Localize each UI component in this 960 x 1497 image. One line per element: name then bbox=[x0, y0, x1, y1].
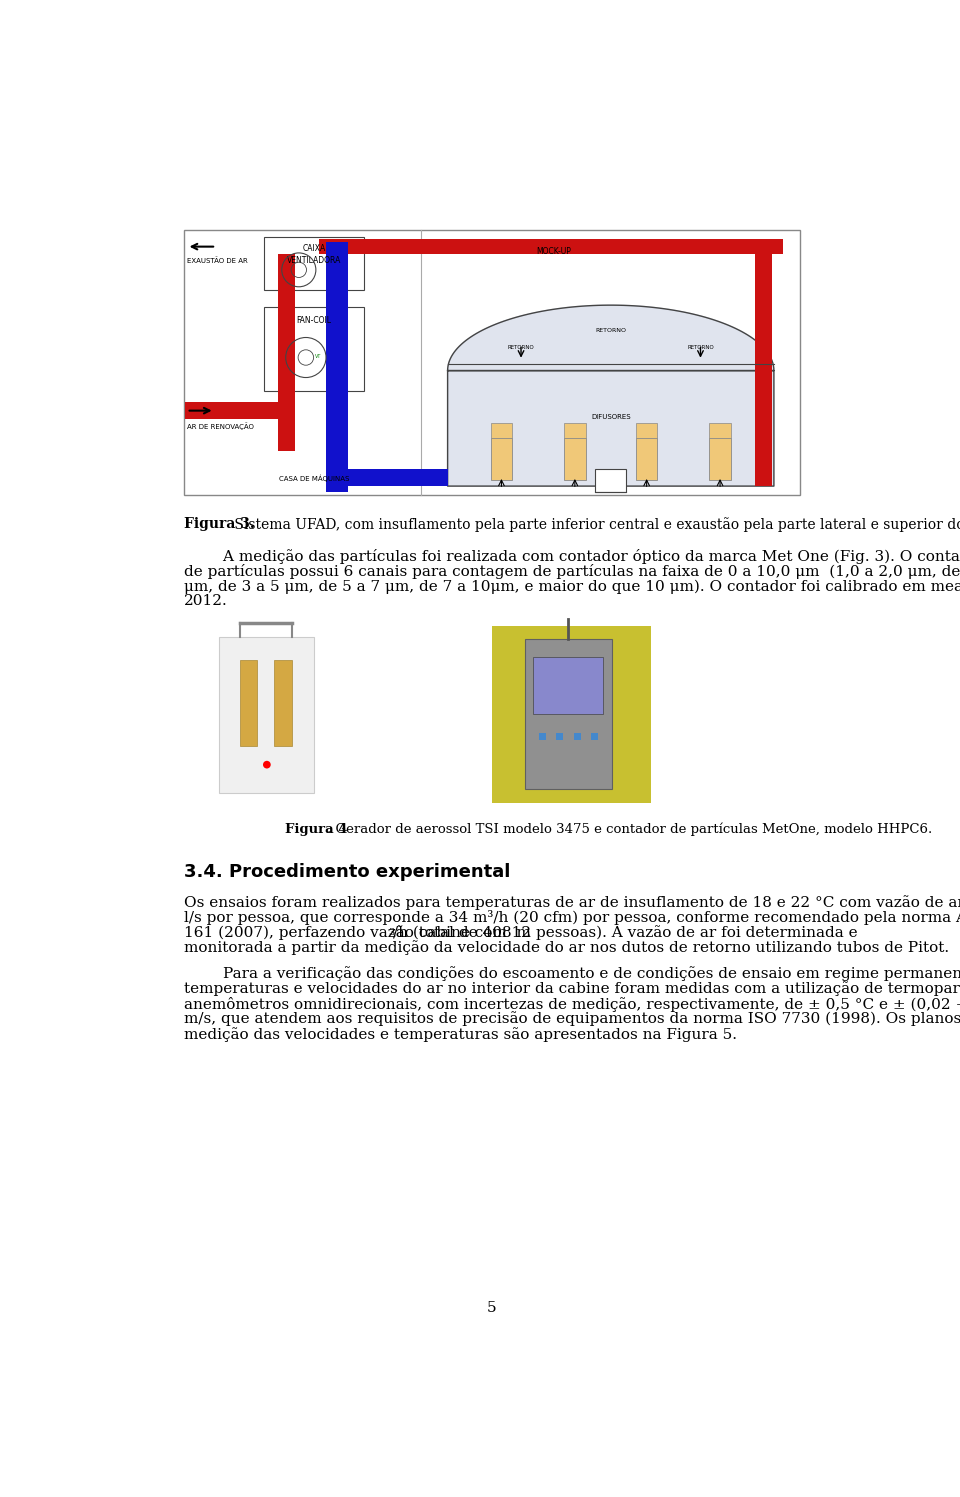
Bar bbox=[491, 422, 513, 437]
Bar bbox=[534, 657, 603, 714]
Text: AR DE RENOVAÇÃO: AR DE RENOVAÇÃO bbox=[187, 422, 254, 430]
Text: Os ensaios foram realizados para temperaturas de ar de insuflamento de 18 e 22 °: Os ensaios foram realizados para tempera… bbox=[183, 895, 960, 910]
Bar bbox=[591, 734, 598, 740]
Bar bbox=[275, 660, 292, 746]
Text: 5: 5 bbox=[487, 1301, 497, 1314]
Text: 2012.: 2012. bbox=[183, 594, 228, 608]
Bar bbox=[524, 639, 612, 789]
Bar bbox=[557, 734, 564, 740]
Text: RETORNO: RETORNO bbox=[508, 344, 535, 350]
Text: RETORNO: RETORNO bbox=[687, 344, 714, 350]
Text: Figura 4: Figura 4 bbox=[285, 822, 348, 835]
Bar bbox=[240, 660, 257, 746]
Bar bbox=[277, 254, 295, 451]
Text: /h (cabine com 12 pessoas). A vazão de ar foi determinada e: /h (cabine com 12 pessoas). A vazão de a… bbox=[393, 925, 857, 940]
Bar bbox=[183, 229, 801, 496]
Bar bbox=[185, 403, 277, 419]
Bar bbox=[636, 437, 658, 481]
Bar bbox=[564, 437, 586, 481]
Bar bbox=[709, 422, 731, 437]
Bar bbox=[595, 469, 626, 493]
Text: CASA DE MÁQUINAS: CASA DE MÁQUINAS bbox=[278, 475, 349, 482]
Text: RETORNO: RETORNO bbox=[595, 328, 626, 332]
Bar bbox=[756, 254, 773, 487]
Bar bbox=[539, 734, 546, 740]
Bar bbox=[564, 422, 586, 437]
Text: MOCK-UP: MOCK-UP bbox=[537, 247, 571, 256]
Text: l/s por pessoa, que corresponde a 34 m³/h (20 cfm) por pessoa, conforme recomend: l/s por pessoa, que corresponde a 34 m³/… bbox=[183, 910, 960, 925]
Text: medição das velocidades e temperaturas são apresentados na Figura 5.: medição das velocidades e temperaturas s… bbox=[183, 1027, 736, 1042]
Text: Sistema UFAD, com insuflamento pela parte inferior central e exaustão pela parte: Sistema UFAD, com insuflamento pela part… bbox=[230, 516, 960, 531]
Bar bbox=[348, 469, 447, 487]
Bar bbox=[492, 626, 651, 804]
Text: Figura 3.: Figura 3. bbox=[183, 516, 254, 531]
Circle shape bbox=[263, 760, 271, 768]
Text: 3.4. Procedimento experimental: 3.4. Procedimento experimental bbox=[183, 862, 510, 880]
Bar bbox=[220, 636, 314, 793]
Bar bbox=[491, 437, 513, 481]
Text: VT: VT bbox=[315, 353, 322, 358]
Bar bbox=[574, 734, 581, 740]
Text: de partículas possui 6 canais para contagem de partículas na faixa de 0 a 10,0 μ: de partículas possui 6 canais para conta… bbox=[183, 564, 960, 579]
Text: DIFUSORES: DIFUSORES bbox=[591, 413, 631, 419]
Text: temperaturas e velocidades do ar no interior da cabine foram medidas com a utili: temperaturas e velocidades do ar no inte… bbox=[183, 982, 960, 997]
Bar bbox=[199, 626, 335, 804]
Text: FAN-COIL: FAN-COIL bbox=[297, 316, 331, 325]
Bar bbox=[264, 238, 364, 290]
Text: monitorada a partir da medição da velocidade do ar nos dutos de retorno utilizan: monitorada a partir da medição da veloci… bbox=[183, 940, 948, 955]
Bar bbox=[264, 307, 364, 391]
Text: . Gerador de aerossol TSI modelo 3475 e contador de partículas MetOne, modelo HH: . Gerador de aerossol TSI modelo 3475 e … bbox=[326, 822, 932, 837]
Bar bbox=[319, 240, 783, 254]
Text: μm, de 3 a 5 μm, de 5 a 7 μm, de 7 a 10μm, e maior do que 10 μm). O contador foi: μm, de 3 a 5 μm, de 5 a 7 μm, de 7 a 10μ… bbox=[183, 579, 960, 594]
Text: VENTILADORA: VENTILADORA bbox=[287, 256, 341, 265]
Text: EXAUSTÃO DE AR: EXAUSTÃO DE AR bbox=[187, 257, 249, 263]
Text: Para a verificação das condições do escoamento e de condições de ensaio em regim: Para a verificação das condições do esco… bbox=[183, 967, 960, 982]
Text: m/s, que atendem aos requisitos de precisão de equipamentos da norma ISO 7730 (1: m/s, que atendem aos requisitos de preci… bbox=[183, 1012, 960, 1027]
Text: A medição das partículas foi realizada com contador óptico da marca Met One (Fig: A medição das partículas foi realizada c… bbox=[183, 549, 960, 564]
Bar bbox=[326, 243, 348, 493]
Text: anemômetros omnidirecionais, com incertezas de medição, respectivamente, de ± 0,: anemômetros omnidirecionais, com incerte… bbox=[183, 997, 960, 1012]
Text: CAIXA: CAIXA bbox=[302, 244, 325, 253]
Polygon shape bbox=[447, 305, 774, 487]
Text: 161 (2007), perfazendo vazão total de 408 m: 161 (2007), perfazendo vazão total de 40… bbox=[183, 925, 531, 940]
Bar bbox=[709, 437, 731, 481]
Text: 3: 3 bbox=[389, 928, 395, 937]
Bar bbox=[636, 422, 658, 437]
